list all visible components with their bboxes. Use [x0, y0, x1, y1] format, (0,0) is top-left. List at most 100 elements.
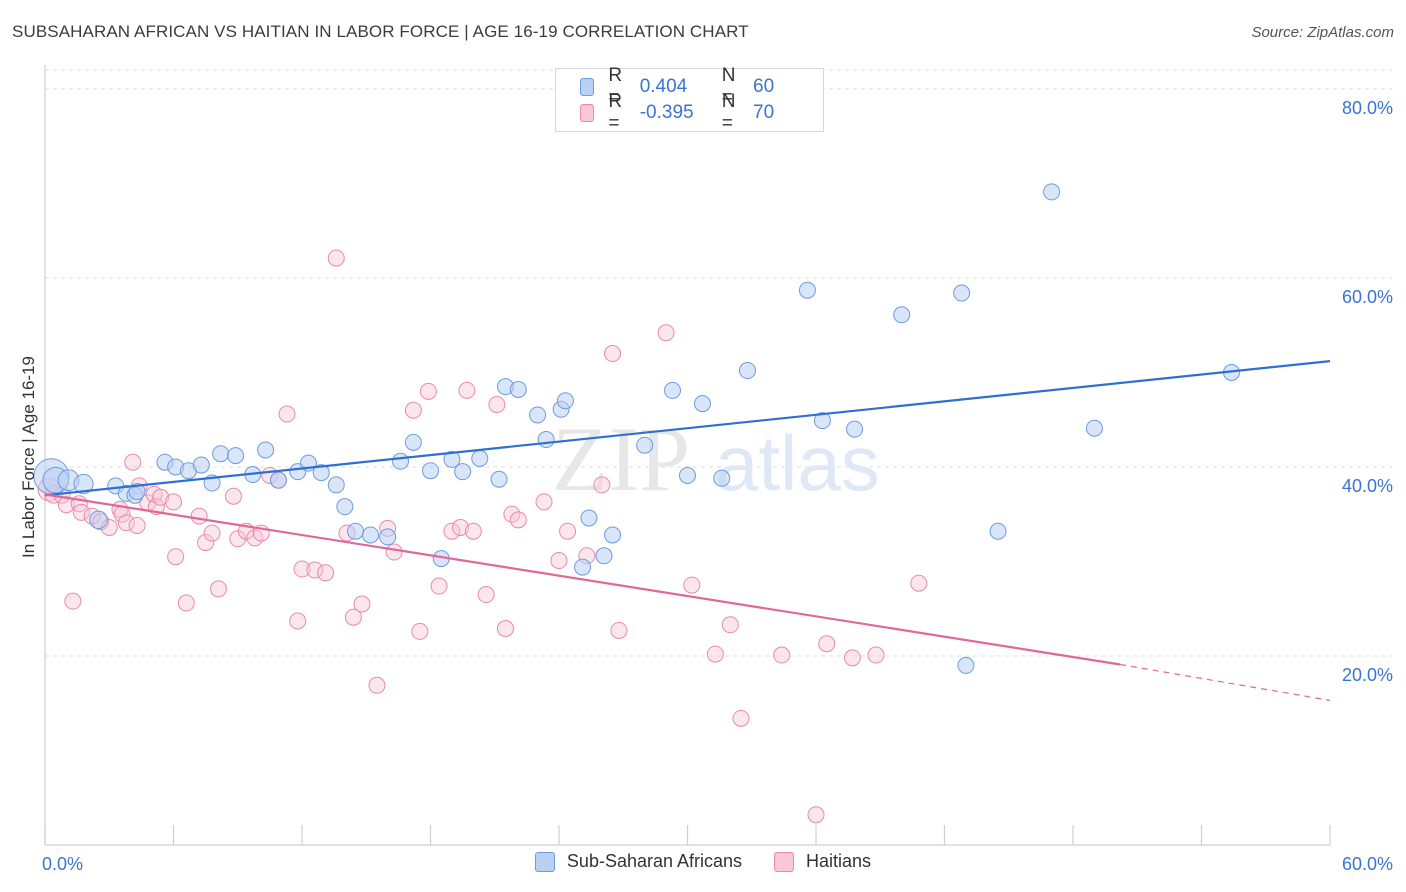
- haitians-point: [509, 511, 527, 529]
- tick-labels: 20.0% 40.0% 60.0% 80.0% 0.0% 60.0%: [42, 98, 1393, 874]
- sub-saharan-point: [362, 526, 380, 544]
- haitians-points: [37, 249, 928, 824]
- n-label: N =: [721, 91, 736, 134]
- haitians-point: [353, 595, 371, 613]
- sub-saharan-point: [471, 449, 489, 467]
- sub-saharan-point: [443, 450, 461, 468]
- trend-lines: [44, 360, 1331, 701]
- x-tick-label: 60.0%: [1342, 854, 1393, 874]
- y-tick-label: 20.0%: [1342, 665, 1393, 685]
- haitians-point: [152, 488, 170, 506]
- axes: [44, 65, 1331, 846]
- sub-saharan-point: [454, 463, 472, 481]
- haitians-point: [344, 608, 362, 626]
- n-value: 70: [753, 102, 775, 123]
- haitians-point: [488, 396, 506, 414]
- haitians-trend-extrapolation: [1120, 663, 1331, 701]
- sub-saharan-point: [192, 456, 210, 474]
- haitians-point: [177, 594, 195, 612]
- blue-swatch: [534, 851, 555, 872]
- sub-saharan-point: [257, 441, 275, 459]
- sub-saharan-point: [1085, 419, 1103, 437]
- haitians-point: [190, 507, 208, 525]
- series-legend: Sub-Saharan Africans Haitians: [0, 851, 1406, 872]
- haitians-point: [610, 621, 628, 639]
- sub-saharan-point: [73, 473, 94, 495]
- haitians-point: [64, 592, 82, 610]
- sub-saharan-point: [89, 510, 108, 530]
- blue-swatch: [580, 78, 595, 96]
- haitians-point: [683, 576, 701, 594]
- haitians-trend-line: [44, 493, 1121, 666]
- sub-saharan-point: [1043, 183, 1061, 201]
- sub-saharan-point: [574, 558, 592, 576]
- y-tick-label: 80.0%: [1342, 98, 1393, 118]
- sub-saharan-points: [33, 183, 1240, 674]
- haitians-point: [910, 574, 928, 592]
- haitians-point: [203, 524, 221, 542]
- sub-saharan-point: [269, 471, 287, 489]
- sub-saharan-point: [813, 412, 831, 430]
- haitians-point: [706, 645, 724, 663]
- sub-saharan-point: [392, 452, 410, 470]
- haitians-point: [197, 534, 215, 552]
- sub-saharan-point: [798, 281, 816, 299]
- sub-saharan-point: [604, 526, 622, 544]
- sub-saharan-point: [537, 431, 555, 449]
- sub-saharan-point: [509, 380, 527, 398]
- pink-swatch: [580, 104, 595, 122]
- sub-saharan-point: [636, 436, 654, 454]
- sub-saharan-point: [693, 395, 711, 413]
- legend-label: Haitians: [806, 851, 872, 871]
- haitians-point: [496, 620, 514, 638]
- haitians-point: [293, 560, 311, 578]
- haitians-point: [503, 505, 521, 523]
- haitians-point: [209, 580, 227, 598]
- haitians-point: [559, 522, 577, 540]
- sub-saharan-point: [529, 406, 547, 424]
- sub-saharan-point: [953, 284, 971, 302]
- haitians-point: [317, 564, 335, 582]
- sub-saharan-point: [128, 483, 146, 501]
- haitians-point: [278, 405, 296, 423]
- sub-saharan-point: [336, 498, 354, 516]
- n-label: N =: [721, 65, 736, 108]
- haitians-point: [124, 453, 142, 471]
- haitians-point: [657, 324, 675, 342]
- legend-item-sub-saharan[interactable]: Sub-Saharan Africans: [534, 851, 742, 872]
- sub-saharan-point: [595, 547, 613, 565]
- y-axis-label: In Labor Force | Age 16-19: [19, 356, 38, 558]
- sub-saharan-point: [846, 420, 864, 438]
- r-value: -0.395: [639, 102, 694, 123]
- haitians-point: [867, 646, 885, 664]
- grid-lines: [45, 69, 1392, 657]
- haitians-point: [451, 518, 469, 536]
- sub-saharan-point: [490, 470, 508, 488]
- haitians-point: [128, 517, 146, 535]
- haitians-point: [773, 646, 791, 664]
- legend-item-haitians[interactable]: Haitians: [774, 851, 871, 872]
- haitians-point: [430, 577, 448, 595]
- sub-saharan-point: [664, 381, 682, 399]
- y-tick-label: 40.0%: [1342, 476, 1393, 496]
- haitians-point: [464, 522, 482, 540]
- haitians-point: [72, 503, 90, 521]
- haitians-point: [224, 487, 242, 505]
- haitians-point: [593, 476, 611, 494]
- sub-saharan-point: [347, 522, 365, 540]
- haitians-point: [385, 543, 403, 561]
- legend-row-haitians: R = -0.395 N = 70: [580, 91, 823, 134]
- chart-title: SUBSAHARAN AFRICAN VS HAITIAN IN LABOR F…: [12, 22, 749, 41]
- sub-saharan-point: [580, 509, 598, 527]
- sub-saharan-point: [312, 464, 330, 482]
- haitians-point: [443, 522, 461, 540]
- watermark: ZIP atlas: [552, 408, 880, 510]
- legend-row-sub-saharan: R = 0.404 N = 60: [580, 65, 823, 108]
- y-tick-label: 60.0%: [1342, 287, 1393, 307]
- sub-saharan-point: [212, 445, 230, 463]
- haitians-point: [404, 401, 422, 419]
- haitians-point: [477, 586, 495, 604]
- haitians-point: [604, 345, 622, 363]
- source-credit: Source: ZipAtlas.com: [1251, 24, 1394, 41]
